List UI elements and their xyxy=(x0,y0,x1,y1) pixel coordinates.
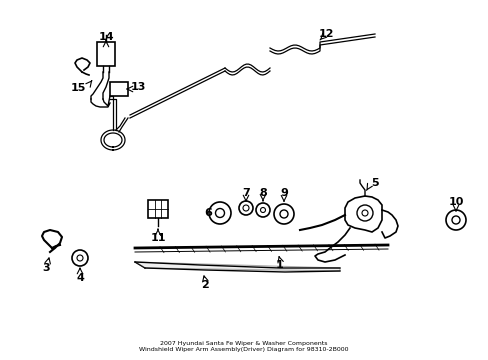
Text: 14: 14 xyxy=(98,32,114,42)
Text: 2007 Hyundai Santa Fe Wiper & Washer Components
Windshield Wiper Arm Assembly(Dr: 2007 Hyundai Santa Fe Wiper & Washer Com… xyxy=(139,341,348,352)
Text: 11: 11 xyxy=(150,233,165,243)
Text: 9: 9 xyxy=(280,188,287,198)
Text: 8: 8 xyxy=(259,188,266,198)
Text: 6: 6 xyxy=(203,208,211,218)
Bar xyxy=(110,82,128,96)
Text: 2: 2 xyxy=(201,280,208,290)
Bar xyxy=(148,200,168,218)
Text: 10: 10 xyxy=(447,197,463,207)
Text: 13: 13 xyxy=(130,82,145,92)
Text: 12: 12 xyxy=(318,29,333,39)
Text: 4: 4 xyxy=(76,273,84,283)
Bar xyxy=(97,42,115,66)
Text: 7: 7 xyxy=(242,188,249,198)
Text: 15: 15 xyxy=(70,83,85,93)
Text: 5: 5 xyxy=(370,178,378,188)
Text: 1: 1 xyxy=(276,260,284,270)
Text: 3: 3 xyxy=(42,263,50,273)
Polygon shape xyxy=(135,262,339,271)
